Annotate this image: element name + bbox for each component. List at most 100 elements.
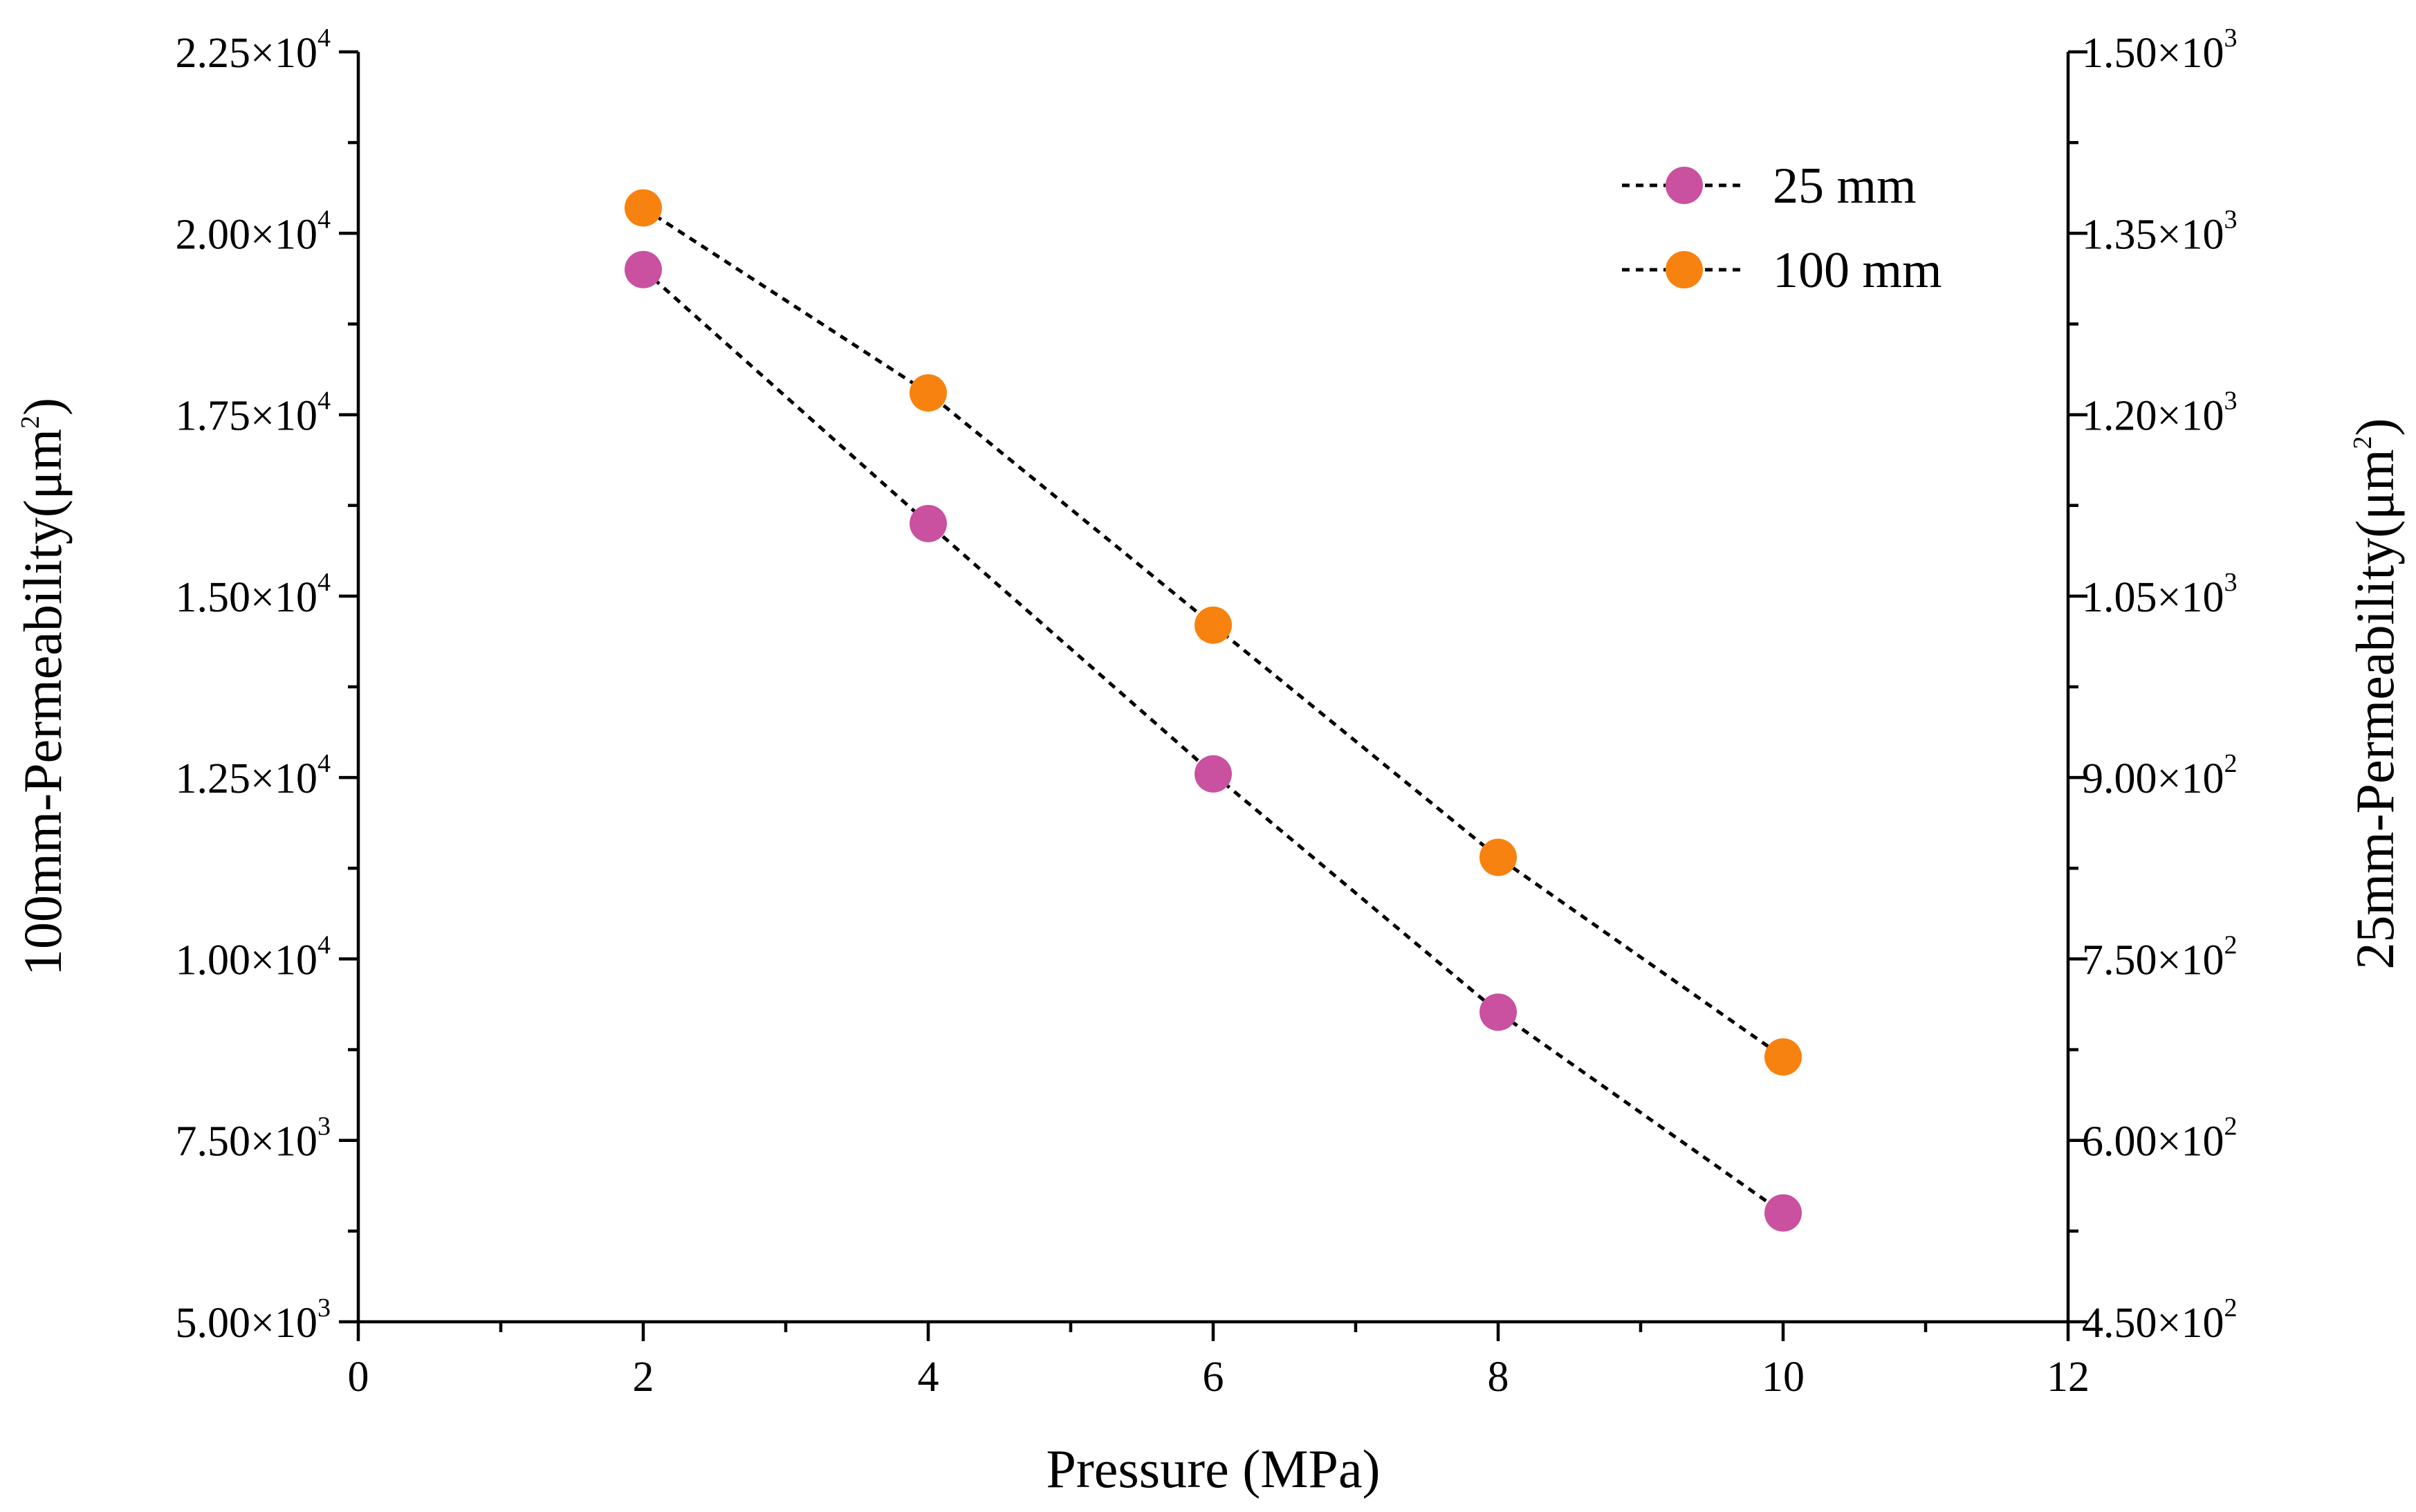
y-left-tick-label: 7.50×103 <box>176 1112 331 1165</box>
tick-mantissa: 4.50 <box>2082 1300 2157 1347</box>
tick-mantissa: 2.25 <box>176 30 251 77</box>
data-point-25-mm <box>1764 1194 1802 1232</box>
tick-times: ×10 <box>250 393 317 440</box>
axis-title-unit-close: ) <box>2345 418 2405 436</box>
y-left-tick-label: 1.50×104 <box>176 568 331 621</box>
y-left-tick-label: 2.25×104 <box>176 24 331 77</box>
x-tick-label: 10 <box>1762 1354 1805 1401</box>
tick-exponent: 4 <box>317 387 331 416</box>
axis-title-unit: (μm <box>2345 449 2405 537</box>
legend-label: 25 mm <box>1773 158 1917 214</box>
axis-title-main: 100mm-Permeability <box>12 517 73 976</box>
axis-titles: Pressure (MPa)100mm-Permeability(μm2)25m… <box>12 398 2405 1499</box>
data-point-100-mm <box>1479 838 1517 876</box>
data-point-25-mm <box>910 504 947 542</box>
y-left-tick-label: 1.75×104 <box>176 387 331 440</box>
data-point-25-mm <box>1195 755 1232 793</box>
x-tick-label: 4 <box>918 1354 939 1401</box>
tick-mantissa: 5.00 <box>176 1300 251 1347</box>
tick-exponent: 2 <box>2224 930 2237 959</box>
tick-exponent: 2 <box>2224 1112 2237 1141</box>
axis-title-unit-exp: 2 <box>16 416 45 429</box>
tick-mantissa: 1.20 <box>2082 393 2157 440</box>
data-point-25-mm <box>1479 993 1517 1031</box>
tick-mantissa: 1.50 <box>176 574 251 621</box>
x-tick-label: 2 <box>633 1354 654 1401</box>
tick-exponent: 4 <box>317 930 331 959</box>
data-point-100-mm <box>910 374 947 412</box>
tick-exponent: 2 <box>2224 749 2237 778</box>
y-right-tick-label: 6.00×102 <box>2082 1112 2237 1165</box>
y-right-tick-label: 1.35×103 <box>2082 205 2237 258</box>
tick-times: ×10 <box>2157 755 2224 802</box>
legend-marker <box>1666 251 1703 288</box>
axis-title-unit-exp: 2 <box>2348 436 2377 449</box>
y-right-tick-label: 1.20×103 <box>2082 387 2237 440</box>
tick-mantissa: 1.00 <box>176 937 251 984</box>
axis-title-unit: (μm <box>12 429 73 517</box>
x-tick-label: 0 <box>348 1354 369 1401</box>
tick-times: ×10 <box>2157 393 2224 440</box>
tick-mantissa: 9.00 <box>2082 755 2157 802</box>
series-points <box>625 189 1802 1232</box>
y-left-axis-title: 100mm-Permeability(μm2) <box>12 398 73 976</box>
axis-title-main: 25mm-Permeability <box>2345 538 2405 970</box>
tick-times: ×10 <box>2157 1300 2224 1347</box>
tick-exponent: 3 <box>2224 205 2237 234</box>
tick-times: ×10 <box>250 937 317 984</box>
tick-mantissa: 1.75 <box>176 393 251 440</box>
tick-times: ×10 <box>250 211 317 258</box>
tick-mantissa: 1.35 <box>2082 211 2157 258</box>
legend: 25 mm 100 mm <box>1622 158 1942 299</box>
tick-mantissa: 2.00 <box>176 211 251 258</box>
axis-title-unit-close: ) <box>12 398 73 416</box>
tick-exponent: 3 <box>2224 568 2237 597</box>
tick-times: ×10 <box>250 30 317 77</box>
x-tick-label: 8 <box>1488 1354 1509 1401</box>
tick-times: ×10 <box>2157 574 2224 621</box>
tick-exponent: 3 <box>317 1293 331 1322</box>
y-right-tick-label: 4.50×102 <box>2082 1293 2237 1347</box>
tick-times: ×10 <box>250 1300 317 1347</box>
x-tick-label: 6 <box>1203 1354 1224 1401</box>
tick-times: ×10 <box>2157 937 2224 984</box>
tick-times: ×10 <box>250 1118 317 1165</box>
y-left-tick-label: 2.00×104 <box>176 205 331 258</box>
y-right-axis-title: 25mm-Permeability(μm2) <box>2345 418 2405 969</box>
legend-marker <box>1666 167 1703 204</box>
tick-exponent: 3 <box>2224 387 2237 416</box>
tick-exponent: 3 <box>2224 24 2237 53</box>
tick-times: ×10 <box>2157 1118 2224 1165</box>
x-axis-title: Pressure (MPa) <box>1046 1439 1380 1499</box>
y-right-tick-label: 1.50×103 <box>2082 24 2237 77</box>
tick-times: ×10 <box>2157 211 2224 258</box>
x-tick-label: 12 <box>2047 1354 2090 1401</box>
tick-exponent: 2 <box>2224 1293 2237 1322</box>
data-point-100-mm <box>1195 606 1232 644</box>
tick-mantissa: 1.25 <box>176 755 251 802</box>
tick-mantissa: 6.00 <box>2082 1118 2157 1165</box>
tick-times: ×10 <box>2157 30 2224 77</box>
axes: 0 2 4 6 8 10 125.00×1037.50×1031.00×1041.25×10… <box>176 24 2238 1401</box>
tick-exponent: 4 <box>317 749 331 778</box>
data-point-100-mm <box>625 189 662 227</box>
tick-times: ×10 <box>250 755 317 802</box>
y-right-tick-label: 1.05×103 <box>2082 568 2237 621</box>
y-right-tick-label: 7.50×102 <box>2082 930 2237 984</box>
legend-label: 100 mm <box>1773 242 1942 299</box>
y-left-tick-label: 1.25×104 <box>176 749 331 802</box>
tick-mantissa: 7.50 <box>176 1118 251 1165</box>
tick-mantissa: 7.50 <box>2082 937 2157 984</box>
tick-exponent: 3 <box>317 1112 331 1141</box>
tick-mantissa: 1.05 <box>2082 574 2157 621</box>
tick-exponent: 4 <box>317 205 331 234</box>
tick-exponent: 4 <box>317 568 331 597</box>
tick-mantissa: 1.50 <box>2082 30 2157 77</box>
y-left-tick-label: 1.00×104 <box>176 930 331 984</box>
data-point-100-mm <box>1764 1038 1802 1076</box>
tick-times: ×10 <box>250 574 317 621</box>
y-left-tick-label: 5.00×103 <box>176 1293 331 1347</box>
data-point-25-mm <box>625 250 662 288</box>
tick-exponent: 4 <box>317 24 331 53</box>
